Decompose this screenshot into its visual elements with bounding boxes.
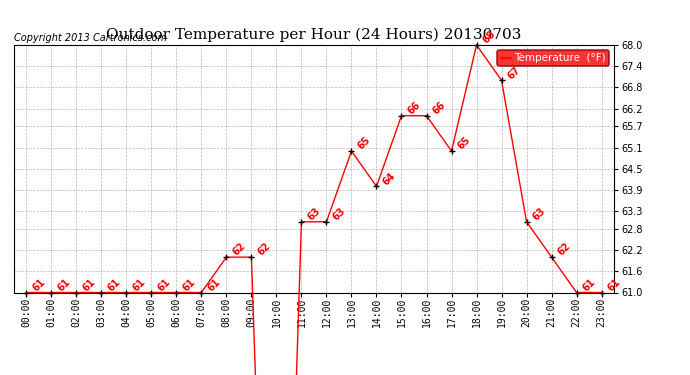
Text: 61: 61 bbox=[30, 276, 47, 293]
Text: 61: 61 bbox=[581, 276, 598, 293]
Text: 68: 68 bbox=[481, 29, 497, 46]
Text: 65: 65 bbox=[455, 135, 472, 152]
Text: 63: 63 bbox=[331, 206, 347, 222]
Text: Copyright 2013 Cartronics.com: Copyright 2013 Cartronics.com bbox=[14, 33, 167, 42]
Text: 61: 61 bbox=[181, 276, 197, 293]
Text: 61: 61 bbox=[81, 276, 97, 293]
Text: 66: 66 bbox=[406, 100, 422, 116]
Text: 41: 41 bbox=[0, 374, 1, 375]
Title: Outdoor Temperature per Hour (24 Hours) 20130703: Outdoor Temperature per Hour (24 Hours) … bbox=[106, 28, 522, 42]
Text: 66: 66 bbox=[431, 100, 447, 116]
Text: 63: 63 bbox=[531, 206, 547, 222]
Text: 67: 67 bbox=[506, 64, 522, 81]
Text: 64: 64 bbox=[381, 170, 397, 187]
Text: 62: 62 bbox=[255, 241, 272, 258]
Text: 61: 61 bbox=[106, 276, 122, 293]
Text: 65: 65 bbox=[355, 135, 372, 152]
Text: 61: 61 bbox=[206, 276, 222, 293]
Text: 61: 61 bbox=[606, 276, 622, 293]
Text: 62: 62 bbox=[230, 241, 247, 258]
Text: 61: 61 bbox=[55, 276, 72, 293]
Text: 61: 61 bbox=[130, 276, 147, 293]
Text: 62: 62 bbox=[555, 241, 572, 258]
Text: 61: 61 bbox=[155, 276, 172, 293]
Legend: Temperature  (°F): Temperature (°F) bbox=[497, 50, 609, 66]
Text: 63: 63 bbox=[306, 206, 322, 222]
